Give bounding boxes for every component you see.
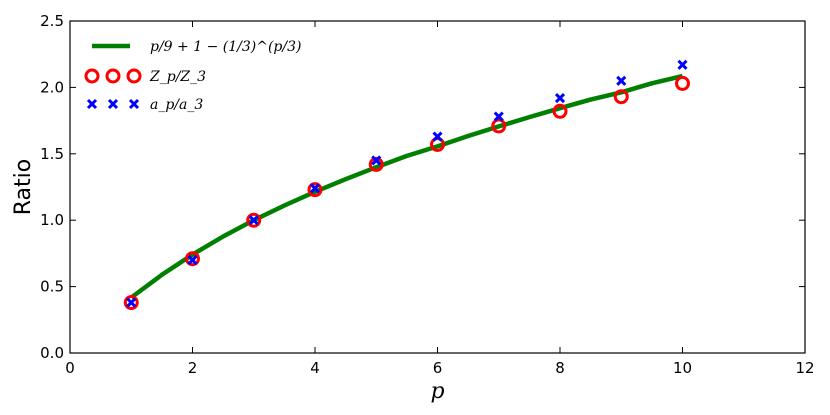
x-tick-label: 4	[310, 359, 320, 377]
x-marker-stroke	[554, 92, 566, 104]
legend-label-circles: Z_p/Z_3	[149, 69, 206, 85]
y-tick-label: 2.5	[40, 12, 64, 30]
y-tick-label: 0.5	[40, 278, 64, 296]
circle-marker	[185, 251, 200, 267]
circle-marker	[123, 295, 139, 311]
circle-marker	[675, 75, 690, 91]
legend-label-line: p/9 + 1 − (1/3)^(p/3)	[150, 39, 301, 55]
legend-circle	[105, 68, 121, 84]
x-marker	[493, 111, 504, 122]
x-marker-stroke	[677, 59, 688, 70]
legend-x	[107, 98, 119, 110]
x-tick-label: 12	[795, 359, 814, 377]
legend-x	[86, 98, 98, 110]
axis-tick-labels: 0 2 4 6 8 10 12 0.0 0.5 1.0 1.5 2.0 2.5	[40, 12, 814, 377]
x-marker-stroke	[248, 215, 259, 226]
y-tick-label: 1.0	[40, 211, 64, 229]
x-marker-stroke	[432, 131, 443, 142]
x-marker-stroke	[371, 155, 382, 166]
x-marker-stroke	[616, 75, 627, 86]
circle-marker	[307, 182, 323, 198]
x-marker	[187, 254, 198, 266]
x-marker-stroke	[126, 297, 137, 308]
x-marker	[677, 59, 688, 70]
x-tick-label: 2	[188, 359, 198, 377]
x-axis-title: p	[430, 379, 444, 404]
x-marker	[432, 131, 443, 142]
x-marker-stroke	[309, 183, 321, 194]
x-marker	[126, 297, 137, 308]
circle-marker	[613, 89, 629, 105]
series-line	[129, 73, 684, 300]
y-tick-label: 0.0	[40, 344, 64, 362]
legend-x	[128, 98, 140, 110]
legend-circle	[126, 68, 142, 84]
legend-circle-marker	[84, 68, 142, 84]
circle-marker	[552, 103, 568, 119]
circle-marker	[491, 118, 507, 134]
y-tick-label: 2.0	[40, 78, 64, 96]
x-marker	[616, 75, 627, 86]
x-marker	[309, 183, 321, 194]
y-axis-title: Ratio	[11, 159, 36, 215]
axis-ticks	[69, 20, 806, 354]
x-tick-label: 6	[433, 359, 443, 377]
x-marker	[371, 155, 382, 166]
legend-x-stroke	[86, 98, 98, 110]
legend: p/9 + 1 − (1/3)^(p/3) Z_p/Z_3 a_p/a_3	[84, 39, 301, 113]
x-marker	[248, 215, 259, 226]
x-tick-label: 8	[555, 359, 565, 377]
y-tick-label: 1.5	[40, 145, 64, 163]
legend-x-stroke	[107, 98, 119, 110]
plot-series	[123, 59, 690, 311]
legend-x-stroke	[128, 98, 140, 110]
x-marker-stroke	[187, 254, 198, 266]
x-marker-stroke	[493, 111, 504, 122]
legend-label-crosses: a_p/a_3	[150, 97, 203, 113]
x-tick-label: 10	[673, 359, 692, 377]
x-marker	[554, 92, 566, 104]
x-tick-label: 0	[65, 359, 75, 377]
legend-x-marker	[86, 98, 140, 110]
circle-marker	[246, 212, 262, 228]
legend-circle	[84, 68, 100, 84]
